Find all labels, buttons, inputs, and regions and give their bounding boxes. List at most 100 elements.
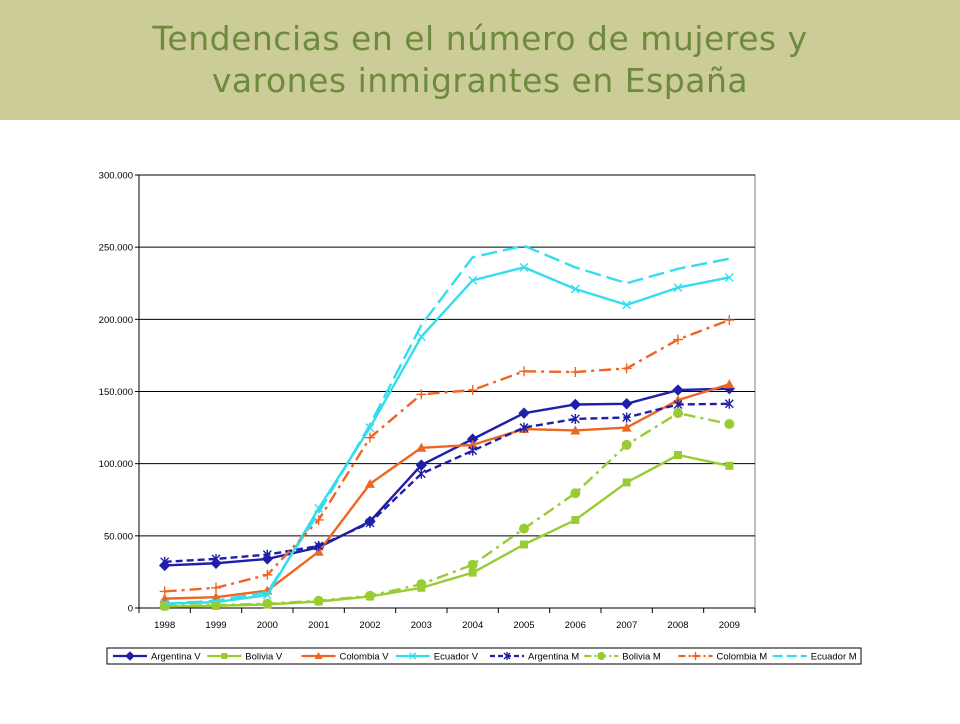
data-point: [622, 300, 632, 310]
data-point: [262, 569, 273, 580]
y-tick-label: 50.000: [104, 531, 133, 542]
legend-item: Argentina M: [490, 652, 579, 663]
data-point: [468, 568, 477, 577]
y-tick-label: 100.000: [99, 459, 133, 470]
data-point: [518, 407, 530, 419]
x-tick-label: 2004: [462, 620, 483, 631]
data-point: [725, 461, 734, 470]
data-point: [597, 652, 606, 660]
x-tick-label: 2007: [616, 620, 637, 631]
page-title-line1: Tendencias en el número de mujeres y: [152, 19, 808, 58]
data-point: [365, 590, 375, 601]
data-point: [673, 408, 683, 419]
data-point: [125, 651, 135, 661]
data-point: [674, 451, 682, 460]
data-point: [569, 398, 582, 411]
data-point: [221, 653, 228, 659]
x-tick-label: 1999: [205, 620, 226, 631]
legend-label: Ecuador M: [811, 652, 857, 663]
data-point: [262, 549, 272, 560]
data-point: [519, 422, 529, 433]
data-point: [365, 478, 375, 488]
data-point: [262, 598, 273, 609]
data-point: [673, 399, 683, 410]
series-line: [164, 266, 730, 605]
data-point: [622, 478, 631, 487]
data-point: [571, 515, 580, 524]
legend-label: Ecuador V: [434, 652, 479, 663]
data-point: [724, 379, 735, 389]
data-point: [621, 439, 632, 450]
legend-label: Bolivia M: [622, 652, 661, 663]
data-point: [416, 389, 427, 400]
legend-item: Ecuador M: [772, 652, 857, 663]
series-argentina-m: [160, 398, 734, 567]
legend-item: Argentina V: [113, 651, 201, 663]
data-point: [313, 595, 324, 606]
data-point: [409, 652, 417, 660]
data-point: [160, 556, 170, 567]
data-point: [673, 334, 683, 345]
data-point: [570, 367, 581, 378]
series-bolivia-m: [159, 408, 735, 611]
series-ecuador-m: [164, 244, 730, 605]
data-point: [724, 315, 735, 326]
x-tick-label: 1998: [154, 620, 175, 631]
data-point: [673, 283, 683, 293]
page-title: Tendencias en el número de mujeres y var…: [152, 18, 807, 102]
data-point: [691, 652, 700, 660]
data-point: [519, 366, 529, 377]
legend-item: Colombia V: [301, 652, 390, 663]
data-point: [621, 363, 632, 374]
series-line: [164, 318, 730, 593]
legend-label: Argentina V: [151, 652, 201, 663]
data-point: [416, 442, 427, 452]
data-point: [724, 418, 735, 429]
y-tick-label: 200.000: [99, 315, 133, 326]
x-tick-label: 2009: [719, 620, 740, 631]
data-point: [467, 559, 478, 570]
data-point: [467, 439, 478, 449]
data-point: [520, 540, 528, 549]
data-point: [211, 600, 221, 611]
x-tick-label: 2003: [411, 620, 432, 631]
data-point: [519, 523, 529, 534]
y-tick-label: 300.000: [99, 171, 133, 182]
y-tick-label: 150.000: [99, 387, 133, 398]
data-point: [314, 503, 324, 513]
x-tick-label: 2001: [308, 620, 329, 631]
series-line: [164, 402, 730, 564]
legend-item: Bolivia V: [207, 652, 283, 663]
x-axis-ticks: 1998 1999 2000 2001 2002 2003 2004 2005 2006 2007…: [138, 608, 756, 631]
data-point: [672, 384, 684, 396]
data-point: [314, 540, 324, 551]
y-tick-label: 0: [128, 604, 133, 615]
data-point: [570, 413, 580, 424]
data-point: [468, 445, 478, 456]
data-point: [365, 432, 375, 443]
data-point: [519, 262, 529, 272]
data-point: [724, 272, 734, 282]
data-point: [620, 398, 633, 410]
data-point: [416, 468, 426, 479]
data-point: [468, 275, 478, 285]
legend-label: Colombia V: [340, 652, 390, 663]
data-point: [211, 553, 221, 564]
series-line: [164, 387, 730, 567]
legend: Argentina V Bolivia V Colombia V Ecuador V A…: [106, 647, 862, 665]
legend-label: Colombia M: [717, 652, 768, 663]
data-point: [211, 582, 221, 593]
data-point: [503, 652, 511, 660]
legend-label: Bolivia V: [245, 652, 283, 663]
series-line: [164, 383, 730, 600]
data-point: [467, 385, 478, 396]
x-tick-label: 2008: [667, 620, 688, 631]
x-tick-label: 2000: [257, 620, 278, 631]
legend-box: [106, 647, 862, 665]
x-tick-label: 2002: [359, 620, 380, 631]
data-point: [724, 398, 734, 409]
legend-label: Argentina M: [528, 652, 579, 663]
legend-item: Bolivia M: [584, 652, 661, 663]
